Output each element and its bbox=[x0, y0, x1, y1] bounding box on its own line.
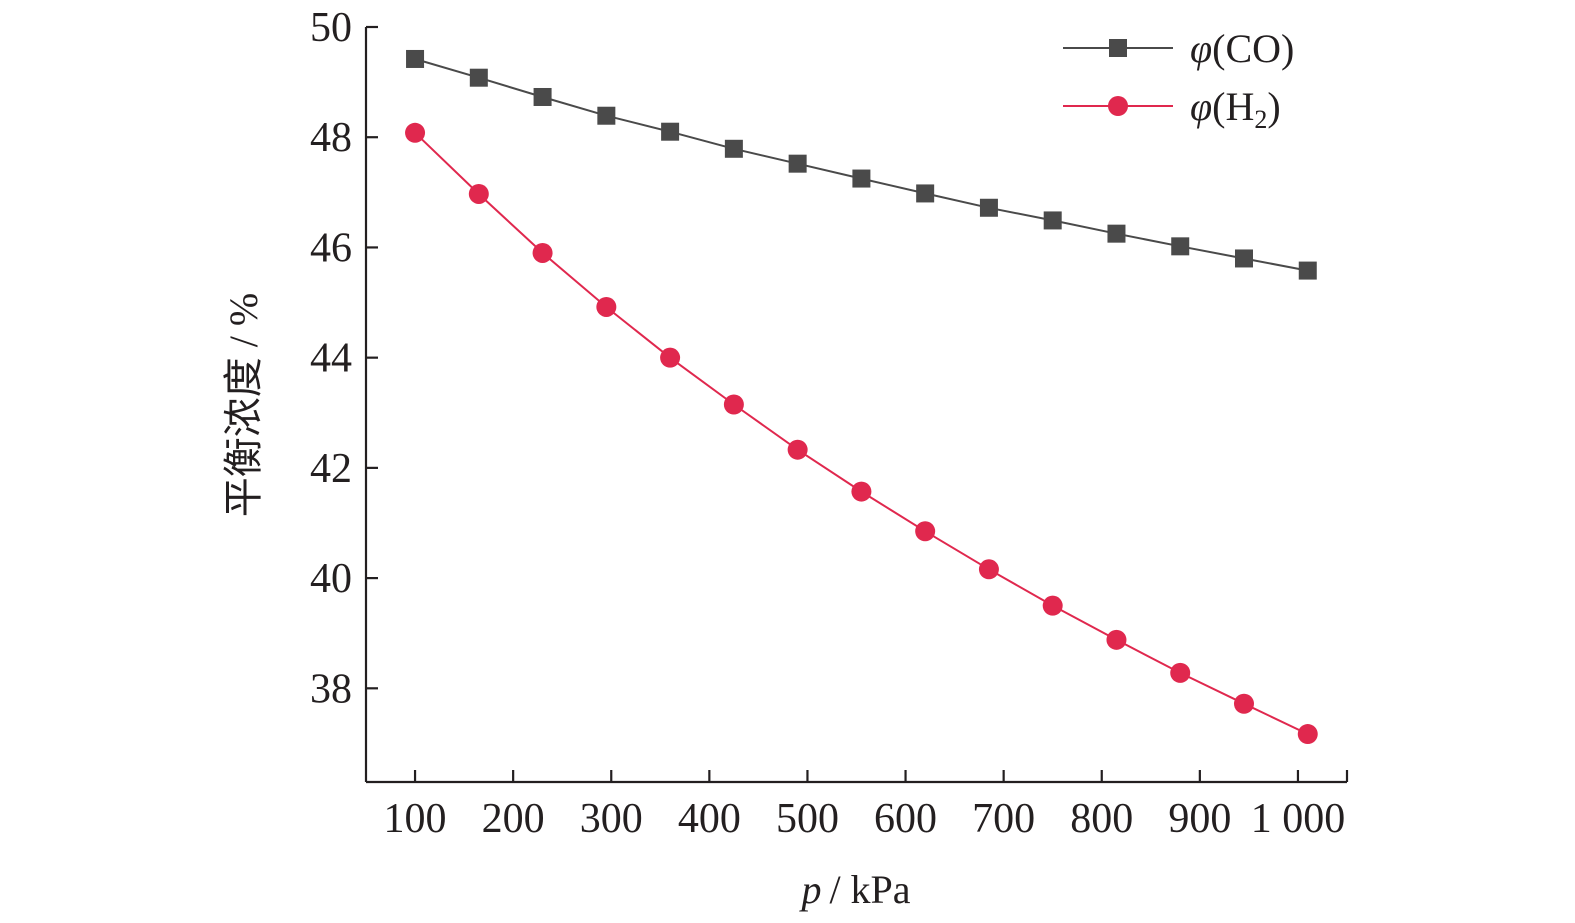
x-tick-label: 100 bbox=[384, 796, 447, 842]
x-tick-label: 600 bbox=[874, 796, 937, 842]
data-point bbox=[916, 184, 935, 203]
y-tick-label: 38 bbox=[310, 666, 352, 712]
x-axis-title: p / kPa bbox=[798, 867, 910, 912]
y-tick-label: 50 bbox=[310, 5, 352, 51]
y-tick-label: 42 bbox=[310, 446, 352, 492]
series-layer bbox=[405, 49, 1318, 745]
data-point bbox=[1297, 724, 1318, 745]
x-tick-label: 1 000 bbox=[1251, 796, 1346, 842]
data-point bbox=[532, 242, 553, 263]
data-point bbox=[596, 296, 617, 317]
data-point bbox=[597, 106, 616, 125]
data-point bbox=[1170, 662, 1191, 683]
y-tick-label: 48 bbox=[310, 115, 352, 161]
y-tick-label: 46 bbox=[310, 225, 352, 271]
data-point bbox=[724, 139, 743, 158]
data-point bbox=[851, 481, 872, 502]
y-tick-label: 44 bbox=[310, 336, 352, 382]
series-co bbox=[406, 49, 1317, 280]
x-tick-label: 400 bbox=[678, 796, 741, 842]
data-point bbox=[915, 521, 936, 542]
data-point bbox=[1043, 211, 1062, 230]
data-point bbox=[469, 68, 488, 87]
data-point bbox=[533, 87, 552, 106]
data-point bbox=[788, 154, 807, 173]
data-point bbox=[1171, 237, 1190, 256]
x-tick-label: 800 bbox=[1070, 796, 1133, 842]
x-tick-label: 300 bbox=[580, 796, 643, 842]
data-point bbox=[405, 122, 426, 143]
legend-label: φ(H2) bbox=[1190, 84, 1281, 134]
data-point bbox=[406, 49, 425, 68]
data-point bbox=[661, 122, 680, 141]
legend-item-co: φ(CO) bbox=[1063, 26, 1294, 71]
x-tick-label: 900 bbox=[1168, 796, 1231, 842]
x-tick-label: 700 bbox=[972, 796, 1035, 842]
axes: 100 200 300 400 500 600 700 800 900 1 000 38 40 42 44… bbox=[310, 5, 1349, 842]
data-point bbox=[1107, 224, 1126, 243]
legend-item-h2: φ(H2) bbox=[1063, 84, 1281, 134]
data-point bbox=[787, 439, 808, 460]
series-h2 bbox=[405, 122, 1318, 745]
data-point bbox=[660, 347, 681, 368]
legend-label: φ(CO) bbox=[1190, 26, 1294, 71]
x-tick-label: 500 bbox=[776, 796, 839, 842]
legend-marker bbox=[1109, 39, 1127, 57]
data-point bbox=[1233, 693, 1254, 714]
legend: φ(CO) φ(H2) bbox=[1063, 26, 1294, 134]
series-line bbox=[414, 132, 1309, 736]
y-tick-label: 40 bbox=[310, 556, 352, 602]
data-point bbox=[1106, 629, 1127, 650]
y-axis-title: 平衡浓度 / % bbox=[221, 293, 266, 517]
data-point bbox=[1042, 595, 1063, 616]
legend-marker bbox=[1108, 96, 1128, 116]
x-tick-label: 200 bbox=[482, 796, 545, 842]
data-point bbox=[852, 169, 871, 188]
data-point bbox=[723, 394, 744, 415]
data-point bbox=[1234, 249, 1253, 268]
x-axis-unit: / kPa bbox=[829, 867, 910, 912]
data-point bbox=[979, 198, 998, 217]
data-point bbox=[468, 183, 489, 204]
data-point bbox=[1298, 261, 1317, 280]
data-point bbox=[978, 559, 999, 580]
x-axis-variable: p bbox=[798, 867, 821, 912]
